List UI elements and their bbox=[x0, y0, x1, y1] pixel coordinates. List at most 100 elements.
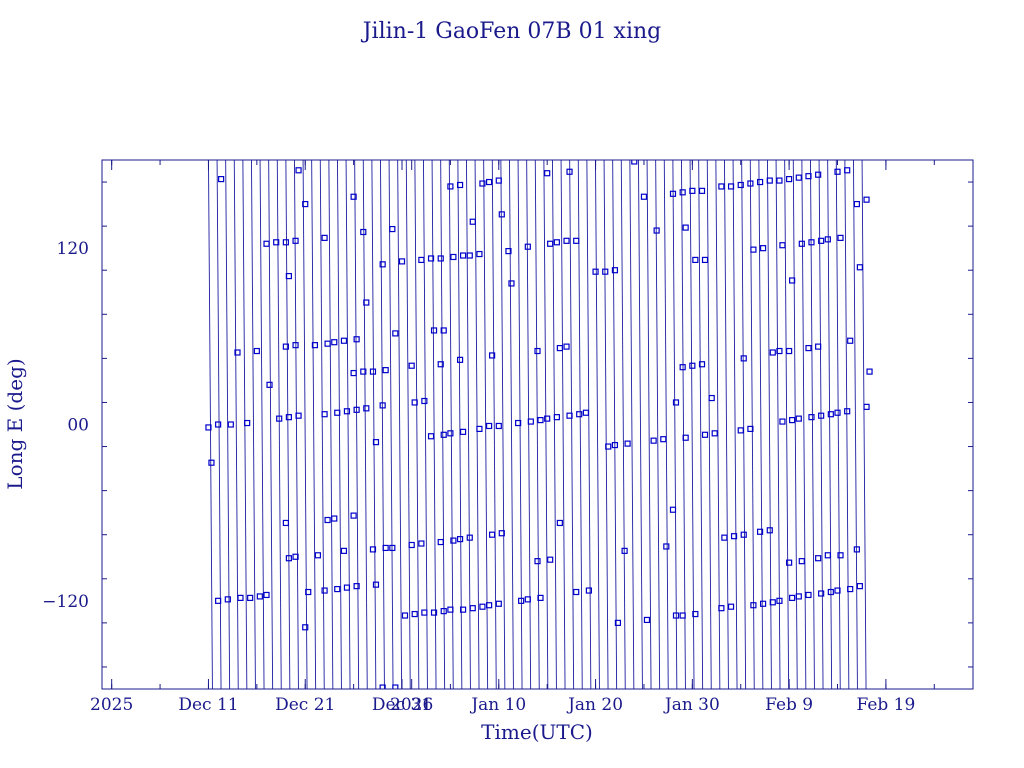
data-point-marker bbox=[495, 600, 502, 607]
ground-track-segment bbox=[767, 160, 772, 689]
data-point-marker bbox=[566, 168, 573, 175]
data-point-marker bbox=[215, 421, 222, 428]
data-point-marker bbox=[518, 597, 525, 604]
x-tick-label: 2025 bbox=[90, 695, 133, 715]
y-tick-label: 00 bbox=[67, 416, 89, 436]
x-tick-label: Jan 30 bbox=[663, 695, 720, 715]
data-point-marker bbox=[205, 424, 212, 431]
data-point-marker bbox=[285, 272, 292, 280]
data-point-marker bbox=[302, 200, 309, 208]
data-point-marker bbox=[408, 362, 415, 369]
data-point-marker bbox=[669, 506, 677, 513]
data-point-marker bbox=[786, 559, 793, 566]
ground-track-segment bbox=[251, 160, 256, 689]
data-point-marker bbox=[602, 268, 609, 275]
data-point-marker bbox=[353, 583, 360, 590]
ground-track-segment bbox=[431, 160, 437, 689]
data-point-marker bbox=[573, 588, 580, 596]
ground-track-segment bbox=[440, 160, 446, 689]
ground-track-segment bbox=[569, 160, 575, 689]
ground-track-segment bbox=[741, 160, 747, 689]
data-point-marker bbox=[844, 167, 851, 174]
data-point-marker bbox=[292, 237, 299, 244]
data-point-marker bbox=[727, 603, 735, 610]
data-point-marker bbox=[844, 408, 851, 415]
data-point-marker bbox=[605, 443, 612, 450]
data-point-marker bbox=[292, 553, 299, 560]
data-point-marker bbox=[456, 356, 464, 363]
data-point-marker bbox=[282, 239, 289, 246]
data-point-marker bbox=[701, 431, 709, 438]
ground-track-segment bbox=[552, 160, 557, 689]
data-point-marker bbox=[421, 397, 428, 405]
ground-track-segment bbox=[371, 160, 377, 689]
ground-track-segment bbox=[534, 160, 540, 689]
data-point-marker bbox=[247, 594, 254, 601]
data-point-marker bbox=[789, 594, 796, 601]
data-point-marker bbox=[282, 343, 289, 350]
data-point-marker bbox=[795, 415, 802, 422]
ground-track-segment bbox=[448, 160, 454, 689]
ground-track-segment bbox=[732, 160, 738, 689]
ground-track-segment bbox=[835, 160, 841, 689]
data-point-marker bbox=[440, 608, 447, 615]
ground-track-lines bbox=[208, 160, 867, 689]
data-point-marker bbox=[430, 327, 438, 334]
data-point-marker bbox=[324, 340, 331, 347]
data-point-marker bbox=[737, 427, 744, 434]
data-point-marker bbox=[701, 256, 709, 264]
data-point-marker bbox=[263, 240, 270, 247]
data-point-marker bbox=[750, 246, 757, 253]
data-point-marker bbox=[818, 237, 825, 244]
ground-track-segment bbox=[397, 160, 403, 689]
ground-track-segment bbox=[724, 160, 729, 689]
data-point-marker bbox=[302, 624, 309, 631]
ground-track-segment bbox=[319, 160, 325, 689]
data-point-marker bbox=[708, 394, 715, 402]
data-point-marker bbox=[556, 344, 563, 352]
data-point-marker bbox=[689, 362, 696, 369]
data-point-marker bbox=[321, 234, 328, 241]
ground-track-segment bbox=[380, 160, 385, 689]
data-point-marker bbox=[321, 411, 328, 418]
data-point-marker bbox=[343, 584, 351, 591]
data-point-marker bbox=[679, 364, 686, 371]
ground-track-segment bbox=[500, 160, 506, 689]
data-point-marker bbox=[779, 242, 786, 249]
data-point-marker bbox=[853, 546, 860, 553]
data-point-marker bbox=[389, 225, 396, 233]
data-point-marker bbox=[353, 336, 360, 343]
ground-track-segment bbox=[311, 160, 317, 689]
data-point-marker bbox=[350, 369, 357, 377]
ground-track-segment bbox=[466, 160, 471, 689]
data-point-marker bbox=[698, 187, 706, 194]
data-point-marker bbox=[363, 405, 370, 412]
data-point-marker bbox=[544, 415, 551, 422]
data-point-marker bbox=[459, 252, 467, 259]
data-markers bbox=[205, 160, 873, 689]
data-point-marker bbox=[672, 612, 680, 619]
data-point-marker bbox=[776, 597, 783, 604]
data-point-marker bbox=[759, 245, 767, 252]
ground-track-segment bbox=[233, 160, 239, 689]
data-point-marker bbox=[469, 218, 476, 225]
data-point-marker bbox=[331, 515, 338, 522]
ground-track-segment bbox=[345, 160, 351, 689]
data-point-marker bbox=[224, 596, 231, 603]
data-point-marker bbox=[689, 187, 696, 194]
data-point-marker bbox=[334, 409, 341, 416]
data-point-marker bbox=[537, 594, 544, 601]
data-point-marker bbox=[643, 616, 651, 624]
ground-track-segment bbox=[818, 160, 824, 689]
data-point-marker bbox=[450, 253, 457, 261]
x-tick-label: Dec 31 bbox=[372, 695, 432, 715]
data-point-marker bbox=[369, 368, 377, 375]
data-point-marker bbox=[411, 399, 418, 406]
data-point-marker bbox=[285, 414, 292, 421]
ground-track-segment bbox=[225, 160, 231, 689]
ground-track-segment bbox=[560, 160, 566, 689]
data-point-marker bbox=[350, 193, 357, 200]
data-point-marker bbox=[256, 593, 263, 600]
data-point-marker bbox=[679, 189, 686, 196]
ground-track-segment bbox=[294, 160, 299, 689]
